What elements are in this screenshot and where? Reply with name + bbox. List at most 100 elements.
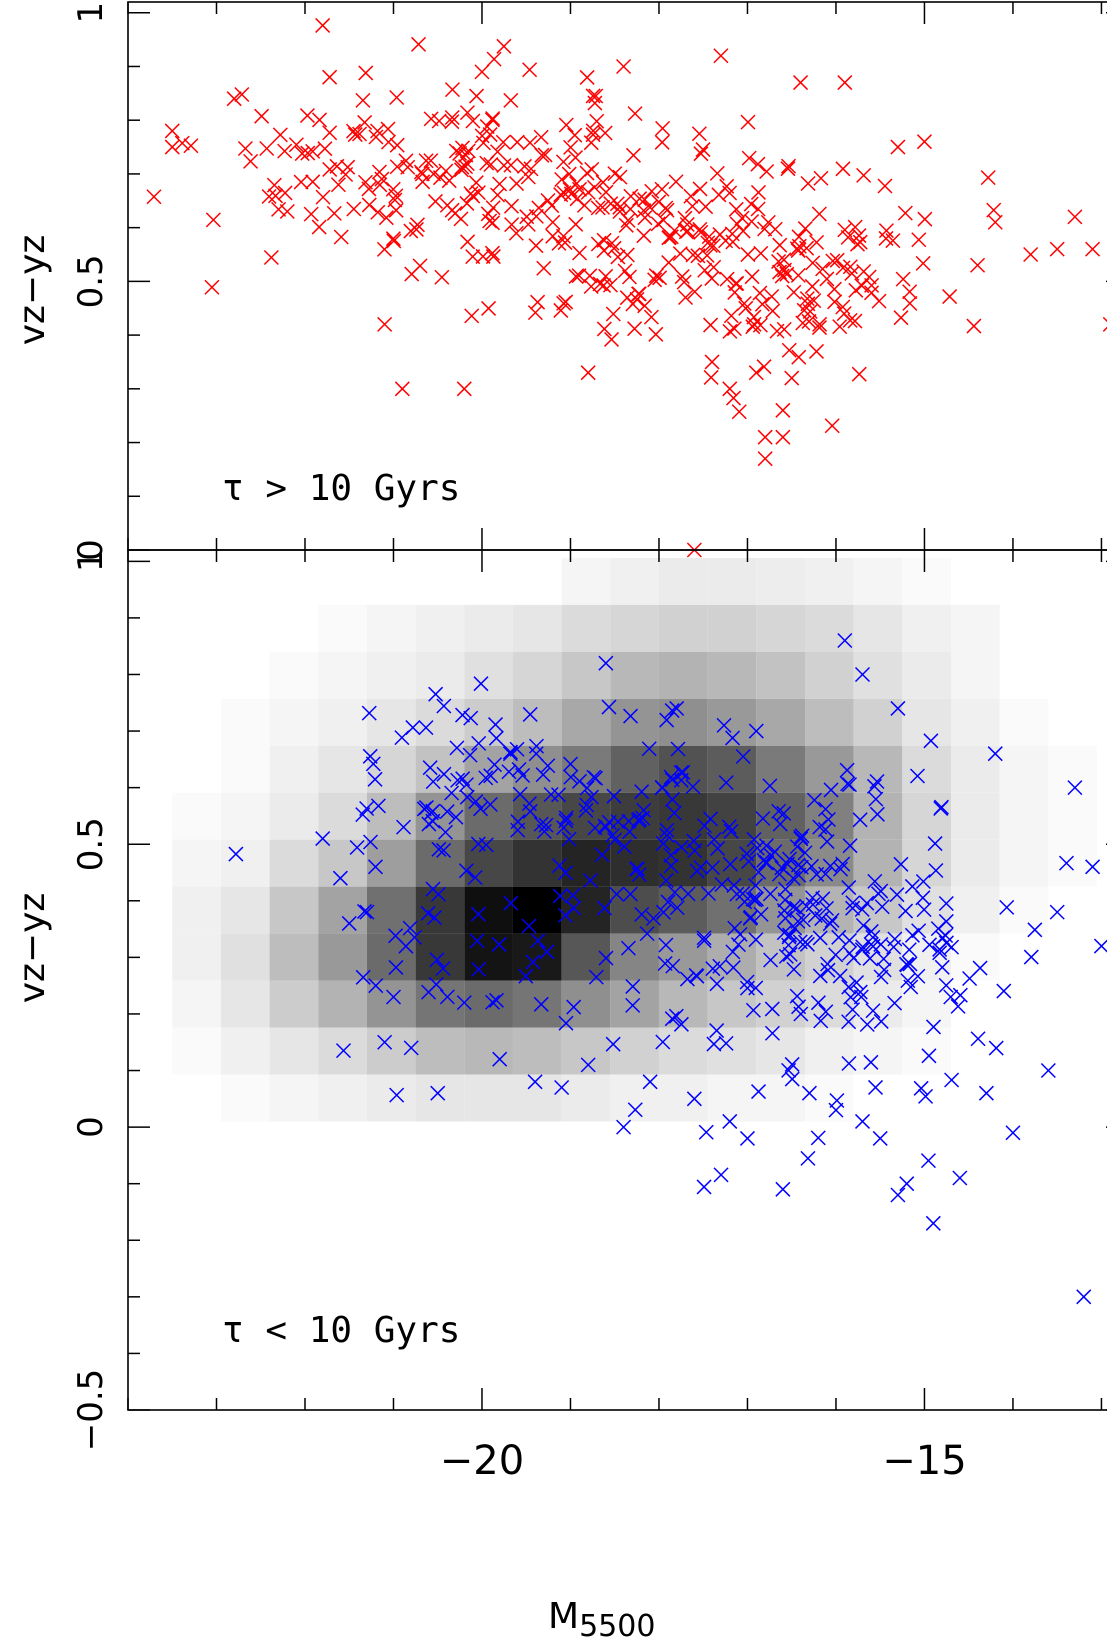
top-data-point <box>409 217 425 233</box>
top-data-point <box>847 313 863 329</box>
bottom-data-point <box>866 778 883 794</box>
x-tick-label: −15 <box>882 1438 966 1484</box>
heatmap-cell <box>269 651 319 699</box>
top-data-point <box>596 277 612 293</box>
top-data-point <box>916 134 932 150</box>
top-data-point <box>164 123 180 139</box>
bottom-data-point <box>533 996 549 1012</box>
top-data-point <box>484 112 500 128</box>
bottom-data-point <box>725 960 741 976</box>
bottom-data-point <box>594 847 610 863</box>
bottom-data-point <box>916 902 932 918</box>
top-data-point <box>610 249 626 265</box>
bottom-data-point <box>739 1130 755 1146</box>
bottom-data-point <box>688 967 704 983</box>
bottom-data-point <box>898 903 914 919</box>
top-data-point <box>825 253 841 269</box>
heatmap-cell <box>561 557 611 605</box>
bottom-data-point <box>664 1011 680 1027</box>
bottom-data-point <box>909 768 926 784</box>
bottom-data-point <box>503 895 519 911</box>
heatmap-cell <box>804 698 854 746</box>
bottom-data-point <box>735 886 751 902</box>
bottom-data-point <box>903 979 919 995</box>
bottom-data-point <box>558 813 574 829</box>
heatmap-cell <box>269 933 319 981</box>
bottom-data-point <box>655 836 671 852</box>
top-data-point <box>441 173 457 189</box>
top-data-point <box>226 91 242 107</box>
top-data-point <box>582 268 598 284</box>
bottom-data-point <box>501 764 517 780</box>
top-data-point <box>305 174 321 190</box>
top-data-point <box>724 226 740 242</box>
top-data-point <box>567 127 583 143</box>
top-data-point <box>272 127 288 143</box>
bottom-data-point <box>774 860 790 876</box>
bottom-data-point <box>629 861 645 877</box>
heatmap-cell <box>658 651 708 699</box>
bottom-data-point <box>758 838 774 854</box>
heatmap-cell <box>902 792 952 840</box>
bottom-y-tick-label: −0.5 <box>71 1369 111 1452</box>
bottom-data-point <box>782 927 798 943</box>
bottom-data-point <box>687 843 703 859</box>
bottom-data-point <box>471 735 487 751</box>
bottom-data-point <box>852 984 868 1000</box>
heatmap-cell <box>318 792 367 840</box>
bottom-data-point <box>797 845 813 861</box>
heatmap-cell <box>707 1027 757 1075</box>
top-data-point <box>804 278 820 294</box>
bottom-data-point <box>587 820 603 836</box>
bottom-data-point <box>663 769 679 785</box>
bottom-data-point <box>512 786 528 802</box>
top-data-point <box>537 147 553 163</box>
bottom-data-point <box>776 925 792 941</box>
heatmap-cell <box>220 698 270 746</box>
bottom-data-point <box>554 1079 570 1096</box>
bottom-data-point <box>377 1034 393 1050</box>
heatmap-cell <box>658 980 708 1028</box>
bottom-data-point <box>430 1085 446 1101</box>
bottom-data-point <box>932 945 948 961</box>
bottom-data-point <box>854 1113 871 1129</box>
bottom-data-point <box>1085 859 1101 875</box>
bottom-data-point <box>449 740 465 756</box>
bottom-data-point <box>762 778 778 794</box>
bottom-data-point <box>771 803 787 819</box>
bottom-data-point <box>658 937 674 953</box>
top-data-point <box>607 166 623 182</box>
top-data-point <box>592 276 608 292</box>
bottom-data-point <box>890 1187 906 1203</box>
bottom-data-point <box>454 707 471 723</box>
bottom-scatter-points <box>228 632 1107 1305</box>
heatmap-cell <box>853 839 903 887</box>
top-data-point <box>684 198 700 214</box>
bottom-data-point <box>839 762 855 778</box>
top-data-point <box>394 381 410 397</box>
bottom-data-point <box>403 1040 419 1056</box>
heatmap-cell <box>902 557 952 605</box>
top-data-point <box>299 108 315 124</box>
heatmap-cell <box>951 792 1000 840</box>
top-data-point <box>740 114 756 130</box>
top-data-point <box>744 213 760 230</box>
bottom-data-point <box>659 822 675 838</box>
top-data-point <box>561 166 577 182</box>
heatmap-cell <box>658 1027 708 1075</box>
bottom-data-point <box>1005 1125 1021 1141</box>
top-data-point <box>444 82 460 98</box>
heatmap-cell <box>318 839 367 887</box>
top-data-point <box>856 167 872 183</box>
top-data-point <box>728 201 744 217</box>
top-data-point <box>621 269 638 285</box>
top-data-point <box>303 206 319 222</box>
top-data-point <box>531 200 547 216</box>
bottom-data-point <box>812 930 828 946</box>
heatmap-cell <box>269 839 319 887</box>
bottom-data-point <box>950 998 966 1014</box>
heatmap-cell <box>610 886 659 934</box>
heatmap-cell <box>318 604 367 652</box>
top-data-point <box>358 65 374 81</box>
bottom-data-point <box>786 961 802 977</box>
